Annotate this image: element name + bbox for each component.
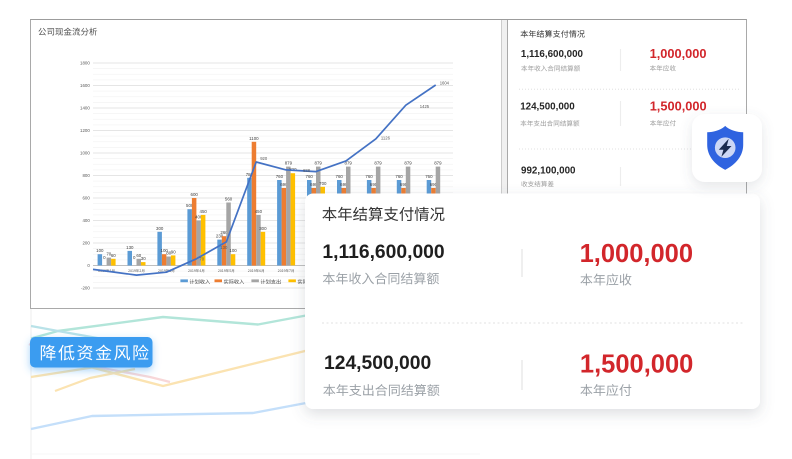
svg-text:780: 780 — [246, 172, 254, 177]
svg-text:800: 800 — [82, 173, 90, 178]
svg-text:879: 879 — [434, 161, 442, 166]
svg-text:1126: 1126 — [381, 135, 391, 140]
svg-text:260: 260 — [220, 230, 228, 235]
svg-text:300: 300 — [156, 226, 164, 231]
svg-text:1000: 1000 — [80, 151, 90, 156]
svg-text:600: 600 — [82, 196, 90, 201]
svg-text:760: 760 — [306, 174, 314, 179]
svg-text:130: 130 — [220, 245, 228, 250]
svg-text:60: 60 — [111, 253, 116, 258]
svg-text:400: 400 — [82, 218, 90, 223]
svg-text:690: 690 — [310, 182, 318, 187]
svg-text:879: 879 — [374, 161, 382, 166]
svg-text:1200: 1200 — [80, 128, 90, 133]
svg-text:760: 760 — [395, 174, 403, 179]
svg-text:1,500,000: 1,500,000 — [580, 351, 693, 379]
svg-text:450: 450 — [200, 209, 208, 214]
svg-text:920: 920 — [260, 156, 268, 161]
svg-text:700: 700 — [319, 181, 327, 186]
svg-text:879: 879 — [345, 161, 353, 166]
svg-text:124,500,000: 124,500,000 — [520, 101, 575, 112]
svg-text:70: 70 — [106, 252, 111, 257]
svg-text:1,116,600,000: 1,116,600,000 — [521, 49, 584, 60]
svg-text:-200: -200 — [81, 286, 90, 291]
svg-text:992,100,000: 992,100,000 — [521, 166, 576, 177]
svg-text:879: 879 — [285, 161, 293, 166]
svg-text:600: 600 — [191, 192, 199, 197]
svg-text:760: 760 — [425, 174, 433, 179]
svg-text:30: 30 — [141, 256, 146, 261]
svg-text:1100: 1100 — [249, 136, 259, 141]
svg-text:1425: 1425 — [420, 104, 430, 109]
svg-text:690: 690 — [340, 182, 348, 187]
svg-text:838: 838 — [303, 168, 311, 173]
svg-text:300: 300 — [259, 226, 267, 231]
svg-text:1,500,000: 1,500,000 — [650, 98, 707, 113]
svg-text:230: 230 — [216, 234, 224, 239]
svg-text:1800: 1800 — [80, 61, 90, 66]
svg-text:879: 879 — [404, 161, 412, 166]
svg-text:1600: 1600 — [80, 83, 90, 88]
svg-text:80: 80 — [166, 251, 171, 256]
svg-text:1604: 1604 — [440, 81, 450, 86]
svg-text:500: 500 — [186, 203, 194, 208]
svg-text:0: 0 — [103, 255, 106, 260]
svg-text:1,000,000: 1,000,000 — [580, 240, 693, 268]
svg-text:60: 60 — [136, 253, 141, 258]
svg-text:90: 90 — [171, 249, 176, 254]
svg-text:124,500,000: 124,500,000 — [324, 353, 431, 374]
svg-text:760: 760 — [365, 174, 373, 179]
svg-text:130: 130 — [126, 245, 134, 250]
svg-text:690: 690 — [430, 182, 438, 187]
svg-text:760: 760 — [276, 174, 284, 179]
svg-text:1400: 1400 — [80, 106, 90, 111]
svg-text:560: 560 — [225, 197, 233, 202]
svg-text:70: 70 — [199, 256, 204, 261]
svg-text:760: 760 — [336, 174, 344, 179]
svg-text:100: 100 — [229, 248, 237, 253]
svg-text:690: 690 — [280, 182, 288, 187]
svg-text:100: 100 — [161, 248, 169, 253]
svg-text:450: 450 — [255, 209, 263, 214]
svg-text:879: 879 — [315, 161, 323, 166]
svg-text:0: 0 — [87, 263, 90, 268]
svg-text:0: 0 — [133, 255, 136, 260]
svg-text:1,116,600,000: 1,116,600,000 — [322, 242, 444, 263]
svg-text:690: 690 — [400, 182, 408, 187]
svg-text:690: 690 — [370, 182, 378, 187]
svg-text:400: 400 — [195, 215, 203, 220]
svg-text:200: 200 — [82, 241, 90, 246]
svg-text:1,000,000: 1,000,000 — [650, 46, 707, 61]
svg-text:100: 100 — [96, 248, 104, 253]
